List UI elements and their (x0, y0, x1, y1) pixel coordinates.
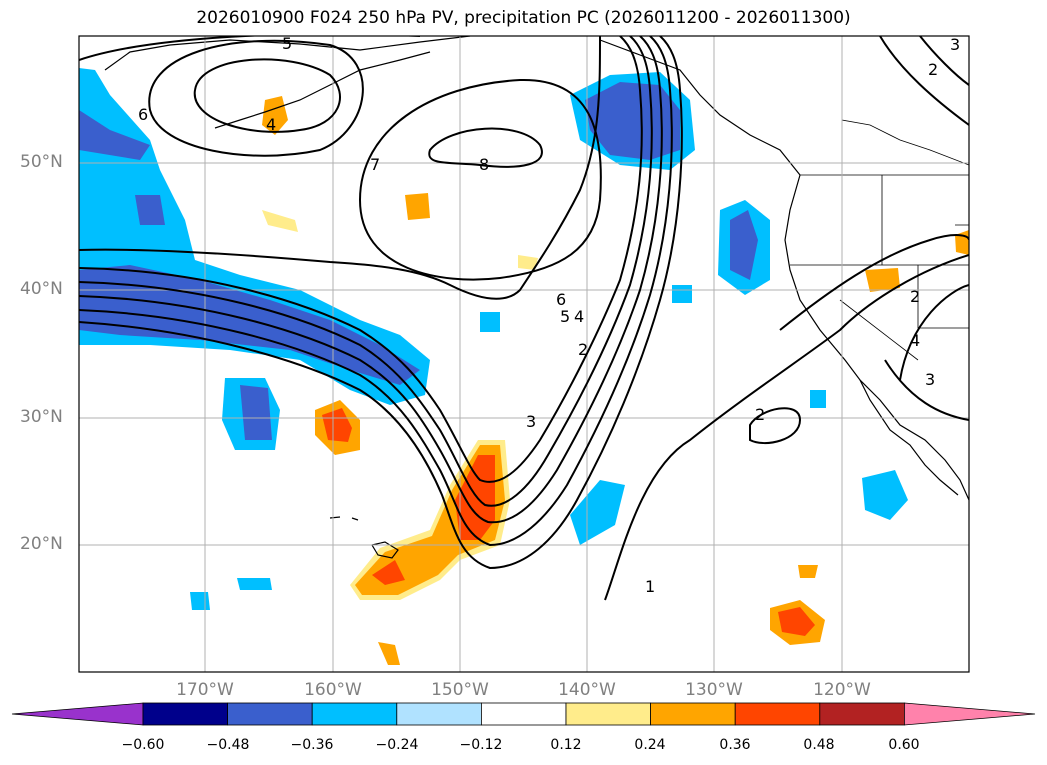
contour-label: 5 (560, 307, 570, 326)
contour-label: 2 (755, 405, 765, 424)
pos-blob-160w-red (322, 408, 352, 442)
contour-label: 4 (266, 115, 276, 134)
map-frame (78, 35, 970, 673)
lon-label-160w: 160°W (304, 680, 362, 700)
map-title: 2026010900 F024 250 hPa PV, precipitatio… (196, 8, 851, 28)
lon-label-170w: 170°W (176, 680, 234, 700)
map-background (79, 36, 969, 672)
contour-label: 4 (910, 331, 920, 350)
pv-contour-5-low (193, 58, 341, 133)
contour-label: 5 (282, 34, 292, 53)
neg-blob-140w (135, 195, 165, 225)
contour-labels: 5 6 7 8 4 6 5 4 2 3 1 2 2 3 2 3 4 (138, 34, 960, 596)
pos-blob-small-2 (865, 268, 900, 292)
pos-blob-small-4 (262, 210, 298, 232)
contour-label: 1 (645, 577, 655, 596)
pos-blob-main-red (372, 455, 495, 585)
coast-alaska (104, 36, 471, 129)
contour-label: 6 (138, 105, 148, 124)
contour-label: 3 (950, 35, 960, 54)
contour-label: 2 (578, 340, 588, 359)
neg-blob-small-5 (190, 592, 210, 610)
pv-contour-7 (79, 36, 601, 300)
colorbar-tick: 0.36 (719, 737, 751, 753)
lat-label-50n: 50°N (20, 152, 63, 172)
colorbar-segment (565, 702, 651, 726)
contour-label: 4 (574, 307, 584, 326)
lon-label-120w: 120°W (813, 680, 871, 700)
pos-blob-small-5 (518, 255, 538, 270)
colorbar-extend-high (904, 702, 1036, 726)
pv-contour-8 (428, 127, 543, 168)
colorbar-tick: 0.48 (803, 737, 835, 753)
colorbar-tick: 0.24 (634, 737, 666, 753)
neg-blob-small-1 (480, 312, 500, 332)
colorbar-segment (227, 702, 313, 726)
neg-blob-small-7 (810, 390, 826, 408)
colorbar-tick: −0.48 (206, 737, 250, 753)
contour-label: 6 (556, 290, 566, 309)
neg-blob-small-6 (237, 578, 272, 590)
coast-bc (599, 39, 969, 501)
lat-label-20n: 20°N (20, 534, 63, 554)
pv-contour-2-east (779, 234, 969, 331)
colorbar-tick: −0.36 (290, 737, 334, 753)
colorbar-segment (311, 702, 398, 726)
colorbar-tick: −0.12 (459, 737, 503, 753)
contour-label: 2 (928, 60, 938, 79)
pv-contour-2-ring (749, 407, 802, 445)
contour-label: 7 (370, 155, 380, 174)
pv-contour-jet-2 (79, 36, 653, 507)
contour-label: 3 (526, 412, 536, 431)
colorbar-segment (734, 702, 821, 726)
pos-blob-south-red (778, 607, 815, 636)
colorbar (11, 702, 1036, 726)
colorbar-tick: 0.12 (550, 737, 582, 753)
pv-contour-1 (604, 254, 969, 601)
colorbar-segment (650, 702, 736, 726)
pv-contour-jet-1 (79, 36, 643, 483)
contour-label: 8 (479, 155, 489, 174)
colorbar-segment (142, 702, 228, 726)
lat-label-40n: 40°N (20, 279, 63, 299)
colorbar-segment (480, 702, 567, 726)
pos-blob-small-6 (378, 642, 400, 665)
neg-blob-alaska-core (585, 82, 680, 160)
coast-baja (859, 379, 959, 496)
pos-blob-small-1 (405, 193, 430, 220)
neg-blob-small-2 (672, 285, 692, 303)
colorbar-segment (819, 702, 905, 726)
pv-contour-jet-3 (79, 36, 663, 524)
pv-contours (79, 36, 969, 601)
contour-label: 2 (910, 287, 920, 306)
neg-band-west-core (79, 110, 420, 385)
pv-contour-jet-5 (79, 36, 683, 570)
lon-label-140w: 140°W (558, 680, 616, 700)
pv-contour-nw-2 (879, 36, 969, 126)
lat-label-30n: 30°N (20, 407, 63, 427)
colorbar-extend-low (11, 702, 144, 726)
neg-blob-offshore-core (730, 210, 758, 280)
neg-blob-165w-core (240, 385, 272, 440)
colorbar-tick: 0.60 (888, 737, 920, 753)
coastlines (104, 36, 969, 559)
lon-label-130w: 130°W (685, 680, 743, 700)
colorbar-tick: −0.24 (375, 737, 419, 753)
neg-blob-small-3 (570, 480, 625, 545)
contour-label: 3 (925, 370, 935, 389)
pv-contour-3-east (884, 284, 969, 421)
colorbar-tick: −0.60 (121, 737, 165, 753)
lon-label-150w: 150°W (431, 680, 489, 700)
neg-blob-small-4 (862, 470, 908, 520)
pv-contour-big-ring (358, 78, 602, 281)
pv-contour-6-low (148, 39, 364, 157)
island-hawaii (329, 516, 399, 559)
colorbar-segment (396, 702, 482, 726)
pv-contour-jet-4 (79, 36, 673, 547)
pos-blob-small-7 (798, 565, 818, 578)
